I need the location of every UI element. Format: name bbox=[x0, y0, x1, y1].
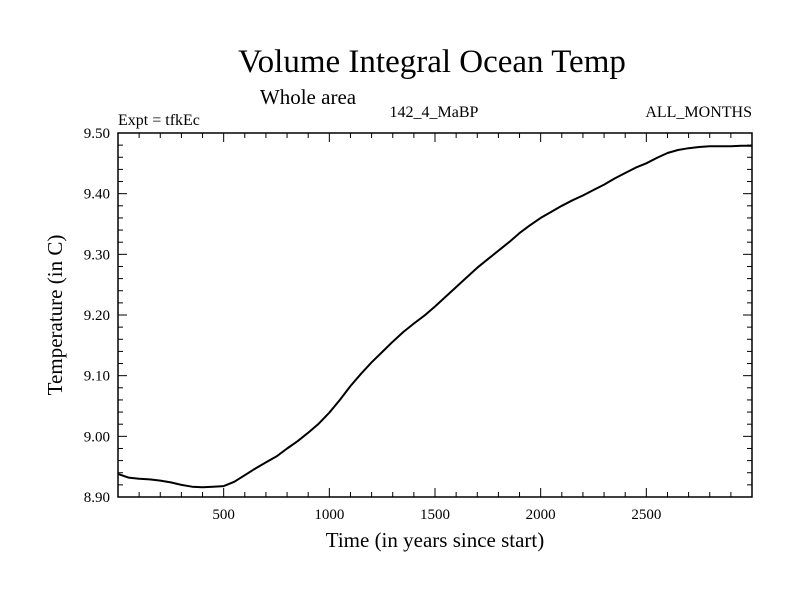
experiment-label: Expt = tfkEc bbox=[118, 112, 200, 129]
period-label: ALL_MONTHS bbox=[645, 104, 752, 121]
x-tick-label: 2500 bbox=[631, 507, 661, 523]
y-axis-label: Temperature (in C) bbox=[43, 235, 67, 396]
plot-frame bbox=[117, 132, 753, 498]
x-tick-label: 1000 bbox=[314, 507, 344, 523]
y-tick-label: 9.00 bbox=[84, 429, 110, 445]
y-tick-label: 9.50 bbox=[84, 126, 110, 142]
y-tick-label: 9.10 bbox=[84, 369, 110, 385]
run-label: 142_4_MaBP bbox=[390, 104, 479, 121]
chart-title: Volume Integral Ocean Temp bbox=[238, 44, 626, 80]
series-line bbox=[117, 144, 752, 489]
y-tick-label: 9.40 bbox=[84, 187, 110, 203]
x-tick-label: 500 bbox=[212, 507, 235, 523]
x-tick-label: 1500 bbox=[420, 507, 450, 523]
y-tick-label: 9.20 bbox=[84, 308, 110, 324]
chart-subtitle: Whole area bbox=[260, 85, 357, 109]
x-tick-label: 2000 bbox=[526, 507, 556, 523]
x-axis-label: Time (in years since start) bbox=[326, 528, 545, 552]
y-tick-label: 9.30 bbox=[84, 247, 110, 263]
y-axis: 8.90 9.00 9.10 9.20 9.30 9.40 9.50 bbox=[84, 126, 752, 506]
x-axis: 500 1000 1500 2000 2500 bbox=[138, 133, 732, 523]
y-tick-label: 8.90 bbox=[84, 490, 110, 506]
